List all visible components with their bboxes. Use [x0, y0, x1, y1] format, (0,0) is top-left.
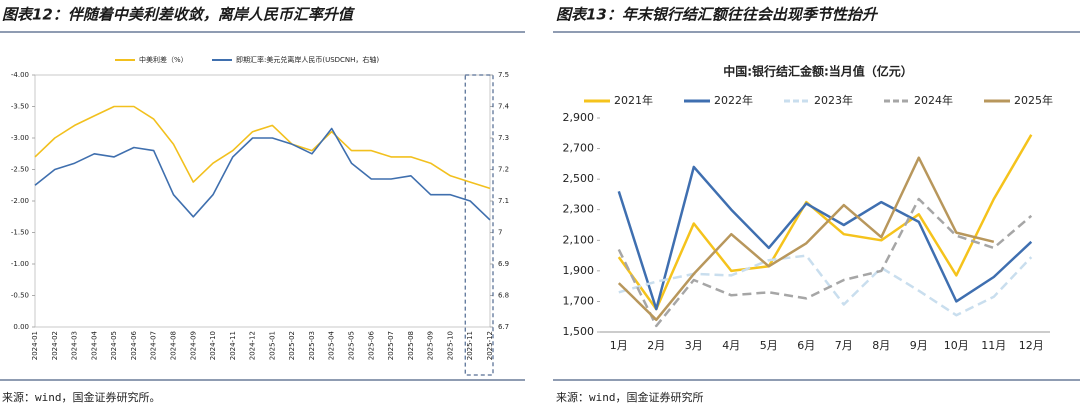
x-tick-label: 2025-09 — [427, 331, 435, 360]
y-tick-label: -2.50 — [11, 166, 29, 174]
source: 来源：wind，国金证券研究所 — [556, 390, 704, 404]
y-tick-label: 2,300 — [563, 203, 595, 216]
series-line — [618, 254, 1033, 317]
legend-label: 2021年 — [614, 93, 653, 107]
y-tick-label: -1.00 — [11, 260, 29, 268]
x-tick-label: 10月 — [944, 339, 969, 352]
x-tick-label: 2月 — [647, 339, 665, 352]
x-tick-label: 2024-11 — [229, 331, 237, 360]
series-line — [34, 105, 491, 190]
x-tick-label: 2025-01 — [268, 331, 276, 360]
x-tick-label: 2025-05 — [348, 331, 356, 360]
figure-title: 图表13：年末银行结汇额往往会出现季节性抬升 — [556, 6, 879, 24]
x-tick-label: 2025-03 — [308, 331, 316, 360]
y2-tick-label: 7.3 — [498, 134, 509, 142]
x-tick-label: 2025-10 — [446, 331, 454, 360]
x-tick-label: 3月 — [685, 339, 703, 352]
x-tick-label: 2024-05 — [110, 331, 118, 360]
chart-title: 中国:银行结汇金额:当月值（亿元） — [723, 64, 913, 79]
y2-tick-label: 6.7 — [498, 323, 509, 331]
x-tick-label: 7月 — [835, 339, 853, 352]
y-tick-label: -0.50 — [11, 292, 29, 300]
x-tick-label: 9月 — [910, 339, 928, 352]
x-tick-label: 2024-02 — [51, 331, 59, 360]
y-tick-label: -2.00 — [11, 197, 29, 205]
series-line — [34, 127, 491, 221]
y2-tick-label: 7 — [498, 229, 502, 237]
legend-label: 2023年 — [814, 93, 853, 107]
y-tick-label: 1,700 — [563, 294, 595, 307]
x-tick-label: 2025-11 — [466, 331, 474, 360]
y-tick-label: -4.00 — [11, 71, 29, 79]
x-tick-label: 2024-07 — [150, 331, 158, 360]
y2-tick-label: 7.1 — [498, 197, 509, 205]
y2-tick-label: 7.5 — [498, 71, 509, 79]
y2-tick-label: 6.8 — [498, 292, 509, 300]
legend-label: 2024年 — [914, 93, 953, 107]
x-tick-label: 2024-10 — [209, 331, 217, 360]
x-tick-label: 2024-03 — [71, 331, 79, 360]
y-tick-label: 2,100 — [563, 233, 595, 246]
x-tick-label: 2024-12 — [249, 331, 257, 360]
source: 来源：wind，国金证券研究所。 — [2, 390, 161, 404]
x-tick-label: 2025-12 — [486, 331, 494, 360]
x-tick-label: 2024-04 — [90, 330, 98, 360]
x-tick-label: 11月 — [981, 339, 1006, 352]
series-line — [617, 134, 1033, 311]
y-tick-label: 2,500 — [563, 172, 595, 185]
x-tick-label: 2025-04 — [328, 330, 336, 360]
x-tick-label: 1月 — [610, 339, 628, 352]
legend-label: 中美利差（%） — [139, 55, 188, 64]
x-tick-label: 2025-02 — [288, 331, 296, 360]
legend-label: 即期汇率:美元兑离岸人民币(USDCNH，右轴) — [236, 55, 379, 64]
y-tick-label: 1,500 — [563, 325, 595, 338]
figure-title: 图表12：伴随着中美利差收敛，离岸人民币汇率升值 — [2, 6, 356, 24]
series-line — [617, 197, 1033, 328]
x-tick-label: 2025-06 — [367, 330, 375, 360]
x-tick-label: 8月 — [872, 339, 890, 352]
legend-label: 2025年 — [1014, 93, 1053, 107]
plot-frame — [34, 74, 491, 328]
x-tick-label: 2024-08 — [169, 331, 177, 360]
x-tick-label: 2024-09 — [189, 331, 197, 360]
x-tick-label: 6月 — [797, 339, 815, 352]
y-tick-label: -3.00 — [11, 134, 29, 142]
x-tick-label: 2024-06 — [130, 330, 138, 360]
y2-tick-label: 7.2 — [498, 166, 509, 174]
y2-tick-label: 6.9 — [498, 260, 509, 268]
x-tick-label: 12月 — [1019, 339, 1044, 352]
y-tick-label: -1.50 — [11, 229, 29, 237]
highlight-box — [464, 74, 494, 376]
x-tick-label: 2025-08 — [407, 331, 415, 360]
y-tick-label: 1,900 — [563, 264, 595, 277]
y-tick-label: 0.00 — [13, 323, 29, 331]
y2-tick-label: 7.4 — [498, 103, 510, 111]
x-tick-label: 4月 — [722, 339, 740, 352]
series-line — [617, 156, 995, 322]
x-tick-label: 2025-07 — [387, 331, 395, 360]
y-tick-label: -3.50 — [11, 103, 29, 111]
y-tick-label: 2,900 — [563, 111, 595, 124]
legend-label: 2022年 — [714, 93, 753, 107]
x-tick-label: 2024-01 — [31, 331, 39, 360]
series-line — [617, 165, 1033, 311]
y-tick-label: 2,700 — [563, 142, 595, 155]
x-tick-label: 5月 — [760, 339, 778, 352]
